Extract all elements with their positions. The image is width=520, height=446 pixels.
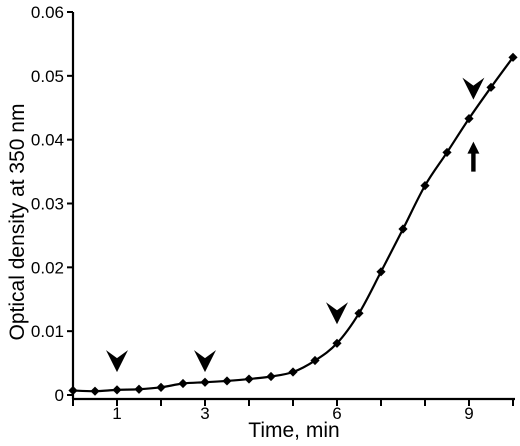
y-tick-label: 0.04: [31, 131, 64, 150]
data-point: [200, 377, 210, 387]
data-point: [178, 378, 188, 389]
series-line: [72, 56, 514, 393]
data-point: [266, 371, 276, 382]
x-axis-title: Time, min: [248, 419, 339, 442]
arrow-shaft: [471, 151, 476, 172]
data-point: [288, 367, 298, 377]
data-point: [244, 374, 254, 384]
data-point: [68, 385, 78, 396]
data-point: [112, 385, 122, 395]
annotations: [106, 77, 485, 373]
x-tick-label: 6: [332, 404, 341, 423]
y-axis-title: Optical density at 350 nm: [6, 104, 29, 341]
data-point: [508, 52, 518, 62]
axes: [71, 12, 515, 401]
data-point: [486, 82, 496, 92]
data-point: [420, 181, 430, 191]
y-tick-label: 0.06: [31, 3, 64, 22]
data-point: [134, 384, 144, 394]
x-tick-label: 3: [200, 404, 209, 423]
x-axis-ticks: 1 3 6 9: [72, 399, 514, 423]
y-tick-label: 0.01: [31, 322, 64, 341]
arrow-marker: [467, 141, 480, 154]
y-tick-label: 0.05: [31, 67, 64, 86]
x-tick-label: 1: [112, 404, 121, 423]
y-tick-label: 0.03: [31, 195, 64, 214]
arrowhead-marker: [106, 350, 128, 373]
data-point: [442, 147, 452, 158]
data-point: [464, 114, 474, 124]
data-point: [310, 355, 320, 366]
data-point: [376, 267, 386, 277]
data-point: [354, 308, 364, 318]
arrowhead-marker: [326, 302, 348, 325]
data-point: [332, 338, 342, 348]
data-point: [156, 382, 166, 392]
y-tick-label: 0: [55, 386, 64, 405]
y-axis-ticks: 0 0.01 0.02 0.03 0.04 0.05 0.06: [31, 3, 73, 405]
x-tick-label: 9: [464, 404, 473, 423]
arrowhead-marker: [462, 77, 485, 100]
series-group: [68, 52, 518, 396]
data-point: [398, 224, 408, 234]
data-point: [222, 376, 232, 386]
data-point: [90, 386, 100, 396]
y-tick-label: 0.02: [31, 258, 64, 277]
arrowhead-marker: [194, 350, 216, 373]
